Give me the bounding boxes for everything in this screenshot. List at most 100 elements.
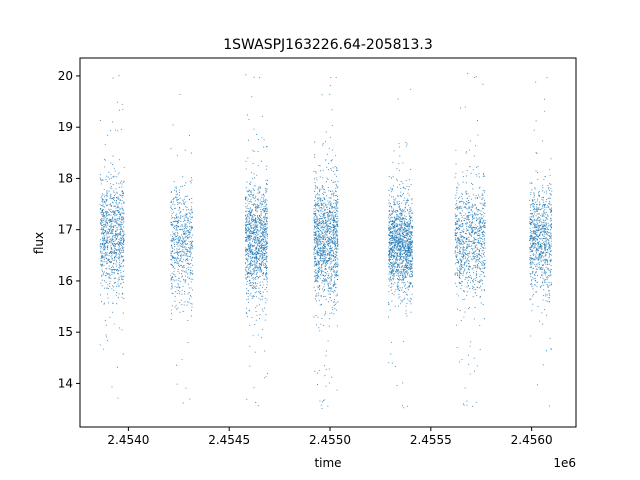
data-point [107, 248, 109, 251]
data-point [252, 335, 254, 337]
data-point [388, 258, 391, 260]
data-point [119, 253, 121, 255]
data-point [409, 223, 411, 225]
data-point [405, 257, 407, 259]
data-point [320, 295, 322, 297]
data-point [173, 265, 175, 267]
data-point [121, 229, 123, 231]
data-point [182, 237, 184, 239]
data-point [327, 237, 330, 239]
data-point [180, 299, 182, 301]
data-point [260, 213, 262, 215]
data-point [323, 275, 325, 277]
data-point [325, 279, 328, 281]
data-point [327, 212, 329, 214]
data-point [116, 191, 118, 193]
data-point [334, 240, 336, 242]
data-point [107, 214, 109, 216]
data-point [249, 211, 251, 213]
data-point [391, 238, 393, 240]
data-point [337, 248, 339, 250]
data-point [266, 245, 268, 247]
data-point [176, 243, 178, 245]
data-point [250, 257, 252, 259]
data-point [179, 244, 181, 246]
data-point [266, 220, 268, 222]
data-point [317, 222, 320, 224]
data-point [323, 245, 325, 247]
data-point [247, 266, 249, 268]
data-point [175, 238, 177, 240]
data-point [247, 275, 249, 277]
data-point [398, 169, 400, 171]
data-point [252, 197, 254, 199]
data-point [328, 236, 330, 238]
data-point [118, 250, 121, 252]
data-point [411, 198, 413, 200]
data-point [244, 199, 246, 201]
data-point [409, 300, 412, 302]
data-point [330, 214, 332, 216]
data-point [329, 203, 331, 205]
data-point [184, 241, 186, 243]
data-point [401, 248, 403, 250]
data-point [328, 147, 330, 149]
data-point [389, 277, 391, 279]
data-point [323, 245, 326, 248]
data-point [175, 186, 178, 188]
data-point [408, 228, 410, 230]
data-point [397, 231, 399, 233]
data-point [397, 225, 399, 227]
data-point [410, 183, 412, 186]
data-point [115, 261, 118, 263]
data-point [314, 264, 316, 266]
data-point [395, 226, 397, 228]
data-point [329, 281, 331, 283]
data-point [184, 275, 186, 277]
data-point [408, 300, 410, 302]
data-point [101, 210, 103, 212]
data-point [333, 202, 335, 205]
data-point [323, 236, 325, 238]
data-point [329, 240, 331, 242]
data-point [324, 258, 326, 260]
data-point [247, 258, 249, 260]
data-point [321, 246, 323, 248]
data-point [184, 237, 186, 239]
data-point [328, 202, 330, 204]
data-point [101, 301, 103, 303]
data-point [411, 293, 413, 295]
data-point [321, 185, 323, 187]
data-point [390, 274, 392, 276]
data-point [390, 256, 393, 258]
data-point [111, 197, 113, 200]
data-point [102, 217, 104, 219]
data-point [262, 255, 264, 258]
data-point [115, 265, 117, 267]
data-point [184, 231, 186, 233]
data-point [102, 211, 104, 213]
data-point [392, 252, 395, 254]
data-point [99, 204, 101, 206]
data-point [261, 265, 263, 267]
data-point [253, 189, 255, 191]
data-point [255, 220, 258, 222]
data-point [260, 253, 262, 255]
data-point [260, 206, 262, 208]
data-point [117, 205, 119, 207]
data-point [396, 247, 398, 249]
data-point [400, 262, 403, 264]
data-point [102, 236, 104, 238]
data-point [409, 224, 411, 226]
data-point [249, 200, 251, 202]
data-point [111, 250, 113, 252]
data-point [329, 313, 331, 315]
data-point [398, 259, 400, 261]
data-point [404, 247, 406, 249]
season-points [313, 76, 339, 410]
data-point [315, 234, 317, 237]
data-point [104, 166, 106, 168]
data-point [177, 221, 179, 223]
data-point [253, 220, 255, 222]
data-point [325, 350, 327, 352]
